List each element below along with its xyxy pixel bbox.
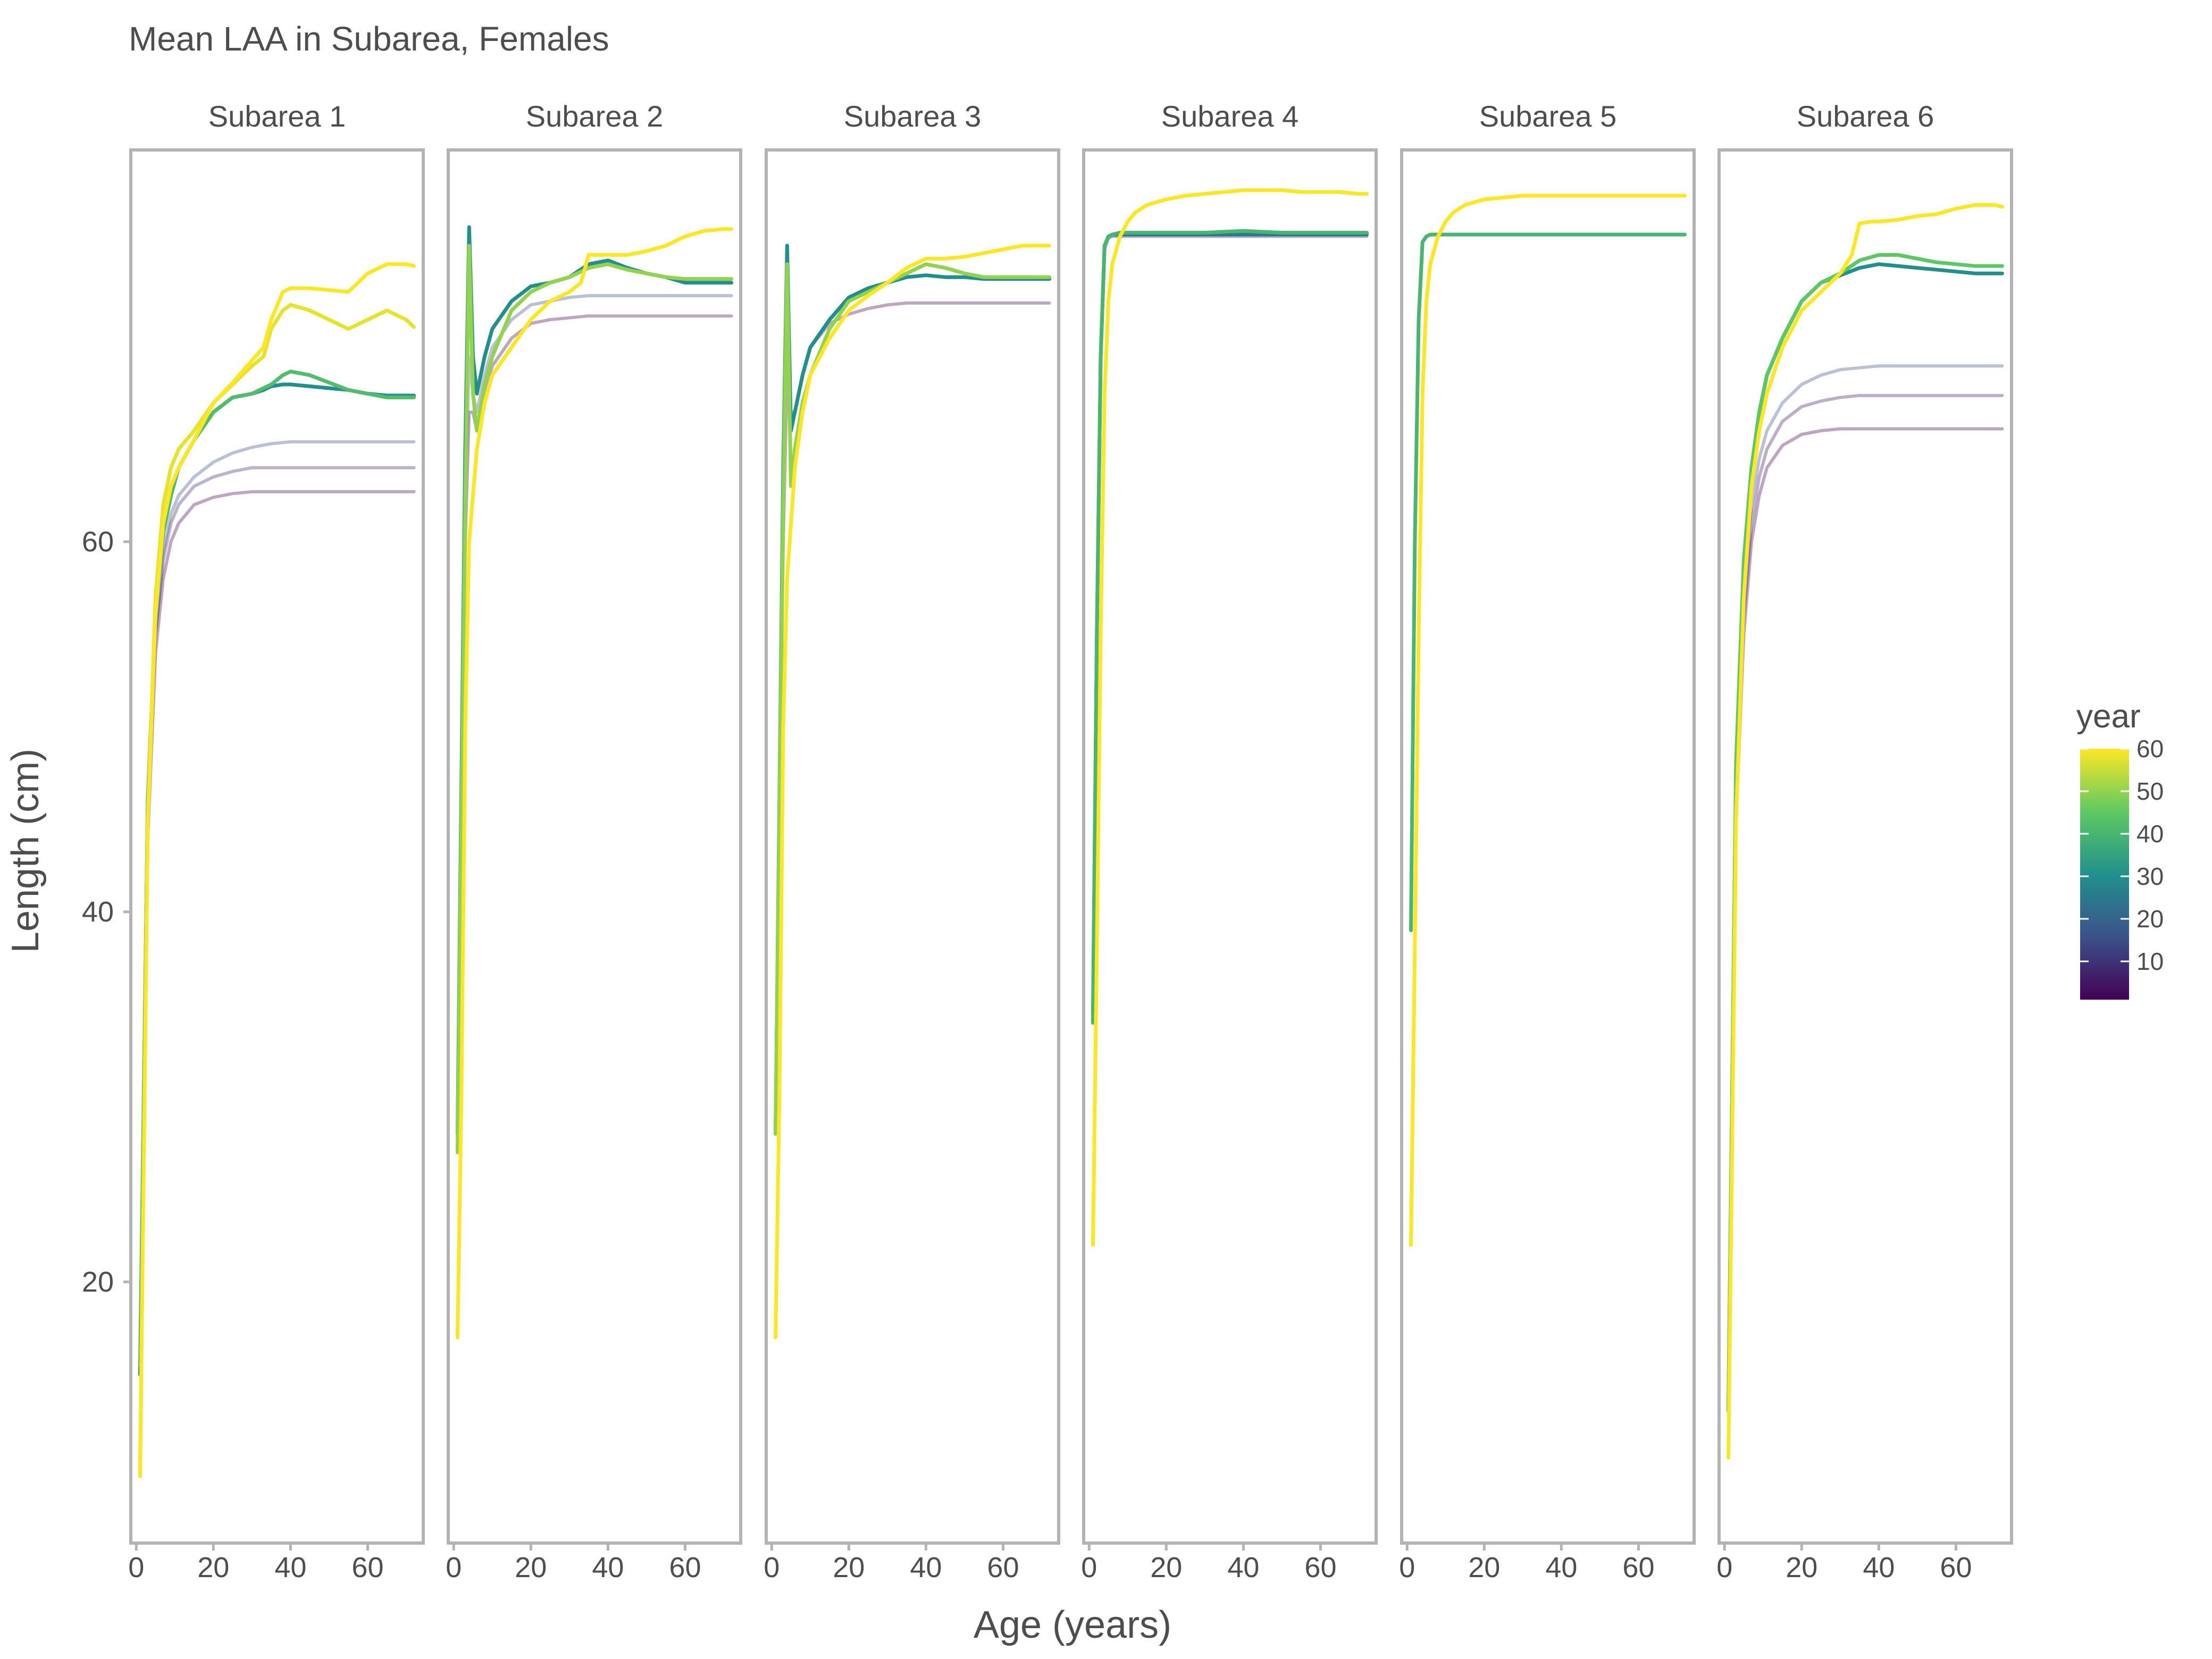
x-tick-label: 40 <box>1863 1552 1895 1583</box>
legend-tick-label: 40 <box>2136 820 2164 848</box>
x-tick-label: 40 <box>274 1552 306 1583</box>
series-line-year-5 <box>1091 234 1369 1006</box>
x-tick-label: 40 <box>592 1552 624 1583</box>
series-line-year-50 <box>456 244 733 1154</box>
y-tick-label: 60 <box>82 526 114 558</box>
series-line-year-60 <box>138 262 416 1478</box>
panel-3: Subarea 3 0 20 40 60 <box>764 99 1060 1583</box>
panel-4-label: Subarea 4 <box>1161 99 1298 133</box>
x-tick-label: 60 <box>1622 1552 1654 1583</box>
y-tick-label: 40 <box>82 896 114 928</box>
series-line-year-60 <box>1091 188 1369 1247</box>
legend-tick-label: 60 <box>2136 735 2164 763</box>
x-tick-label: 60 <box>987 1552 1019 1583</box>
panel-2-label: Subarea 2 <box>526 99 663 133</box>
panel-1-border <box>129 148 425 1545</box>
x-tick-label: 60 <box>1304 1552 1336 1583</box>
chart-title: Mean LAA in Subarea, Females <box>129 20 609 58</box>
y-axis-title: Length (cm) <box>4 749 47 953</box>
panel-2: Subarea 2 0 20 40 60 <box>446 99 742 1583</box>
x-tick-label: 0 <box>1716 1552 1732 1583</box>
series-line-year-60 <box>456 227 733 1339</box>
series-line-year-40 <box>1409 232 1687 933</box>
series-line-year-1 <box>456 314 733 1136</box>
panel-6-label: Subarea 6 <box>1797 99 1934 133</box>
series-line-year-30 <box>774 244 1051 1136</box>
series-line-year-58 <box>138 303 416 1469</box>
series-line-year-60 <box>774 244 1051 1339</box>
legend-ticks: 10 20 30 40 50 60 <box>2080 735 2164 975</box>
series-line-year-15 <box>456 294 733 1136</box>
series-line-year-1 <box>1727 427 2004 1413</box>
x-tick-label: 0 <box>128 1552 144 1583</box>
panel-3-border <box>765 148 1060 1545</box>
x-tick-label: 0 <box>764 1552 780 1583</box>
panel-5: Subarea 5 0 20 40 60 <box>1399 99 1696 1583</box>
panel-4-border <box>1082 148 1378 1545</box>
panel-3-label: Subarea 3 <box>844 99 981 133</box>
x-axis-title: Age (years) <box>974 1604 1171 1646</box>
x-tick-label: 0 <box>446 1552 462 1583</box>
series-line-year-60 <box>1727 203 2004 1460</box>
series-line-year-30 <box>1727 262 2004 1413</box>
y-tick-label: 20 <box>82 1266 114 1298</box>
legend-title: year <box>2076 698 2141 735</box>
x-tick-label: 20 <box>833 1552 865 1583</box>
series-line-year-8 <box>138 466 416 1376</box>
series-line-year-15 <box>1727 364 2004 1413</box>
x-tick-label: 20 <box>1150 1552 1182 1583</box>
x-tick-label: 40 <box>1227 1552 1259 1583</box>
series-line-year-50 <box>774 262 1051 1136</box>
x-tick-label: 40 <box>1545 1552 1577 1583</box>
x-tick-label: 60 <box>1940 1552 1972 1583</box>
panel-1: Subarea 1 0 20 40 60 <box>128 99 425 1583</box>
x-tick-label: 60 <box>669 1552 701 1583</box>
series-line-year-5 <box>1727 393 2004 1413</box>
series-line-year-60 <box>1409 194 1687 1247</box>
x-tick-label: 20 <box>1468 1552 1500 1583</box>
legend-tick-label: 20 <box>2136 905 2164 933</box>
y-axis: 20 40 60 <box>82 526 131 1298</box>
series-line-year-1 <box>774 301 1051 1136</box>
color-legend: year 10 20 30 40 50 60 <box>2076 698 2164 1000</box>
panel-5-label: Subarea 5 <box>1479 99 1616 133</box>
panel-1-label: Subarea 1 <box>208 99 346 133</box>
panel-4: Subarea 4 0 20 40 60 <box>1081 99 1378 1583</box>
panel-2-border <box>447 148 742 1545</box>
legend-tick-label: 50 <box>2136 777 2164 805</box>
panel-6: Subarea 6 0 20 40 60 <box>1716 99 2013 1583</box>
series-line-year-15 <box>138 440 416 1376</box>
x-tick-label: 20 <box>1786 1552 1817 1583</box>
x-tick-label: 20 <box>515 1552 547 1583</box>
series-line-year-1 <box>138 490 416 1376</box>
series-line-year-25 <box>1091 232 1369 1016</box>
x-tick-label: 0 <box>1399 1552 1415 1583</box>
panel-6-border <box>1717 148 2013 1545</box>
legend-tick-label: 30 <box>2136 862 2164 890</box>
panel-5-border <box>1400 148 1696 1545</box>
series-line-year-40 <box>1091 229 1369 1025</box>
series-line-year-42 <box>138 370 416 1367</box>
x-tick-label: 0 <box>1081 1552 1097 1583</box>
x-tick-label: 20 <box>197 1552 229 1583</box>
x-tick-label: 40 <box>910 1552 942 1583</box>
legend-tick-label: 10 <box>2136 948 2164 975</box>
series-line-year-30 <box>138 382 416 1377</box>
x-tick-label: 60 <box>351 1552 383 1583</box>
